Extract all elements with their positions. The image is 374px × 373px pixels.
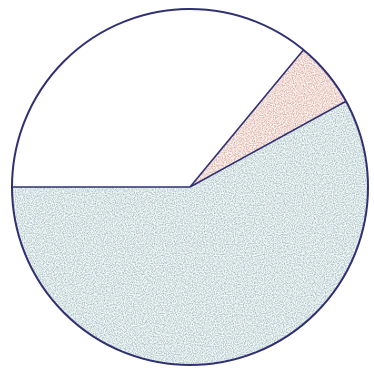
pie-outline	[11, 8, 369, 366]
pie-slice	[12, 9, 304, 187]
slice-edge	[189, 49, 305, 188]
pie-slice	[190, 49, 346, 187]
slice-edge	[189, 100, 347, 188]
pie	[11, 8, 369, 366]
pie-slice	[12, 101, 368, 365]
